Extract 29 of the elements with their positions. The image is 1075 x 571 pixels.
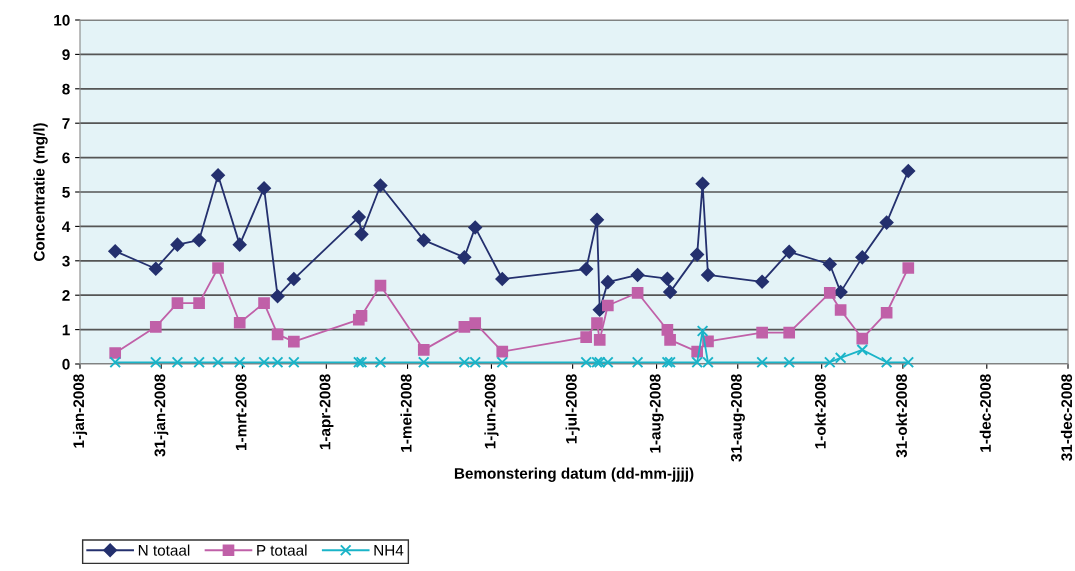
legend-label: P totaal [257, 544, 307, 556]
x-axis-title: Bemonstering datum (dd-mm-jjjj) [454, 467, 694, 482]
y-tick-label: 7 [62, 118, 70, 129]
x-tick-label: 1-jul-2008 [565, 374, 580, 444]
x-tick-label: 1-mei-2008 [400, 374, 412, 452]
y-tick-label: 0 [62, 358, 70, 370]
x-tick-label: 1-apr-2008 [319, 374, 334, 450]
y-tick-label: 2 [62, 290, 70, 301]
y-tick-label: 5 [62, 187, 70, 198]
x-tick-label: 31-dec-2008 [1060, 374, 1073, 461]
y-tick-label: 9 [62, 49, 70, 61]
x-tick-label: 1-okt-2008 [814, 374, 826, 449]
x-tick-label: 1-dec-2008 [979, 374, 991, 452]
x-tick-label: 1-aug-2008 [649, 374, 664, 453]
legend-label: N totaal [138, 544, 190, 556]
y-tick-label: 10 [54, 14, 70, 26]
y-tick-label: 6 [62, 152, 70, 164]
y-tick-label: 3 [62, 255, 70, 267]
x-tick-label: 31-okt-2008 [895, 374, 907, 458]
y-tick-label: 4 [62, 221, 71, 232]
x-tick-label: 1-jun-2008 [484, 374, 499, 449]
legend-label: NH4 [374, 545, 404, 556]
x-tick-label: 31-aug-2008 [730, 374, 745, 462]
x-tick-label: 31-jan-2008 [154, 374, 169, 457]
x-tick-label: 1-jan-2008 [72, 374, 88, 448]
y-axis-title: Concentratie (mg/l) [33, 123, 48, 261]
x-tick-label: 1-mrt-2008 [235, 374, 247, 451]
y-tick-label: 8 [62, 83, 70, 95]
y-tick-label: 1 [62, 324, 70, 336]
